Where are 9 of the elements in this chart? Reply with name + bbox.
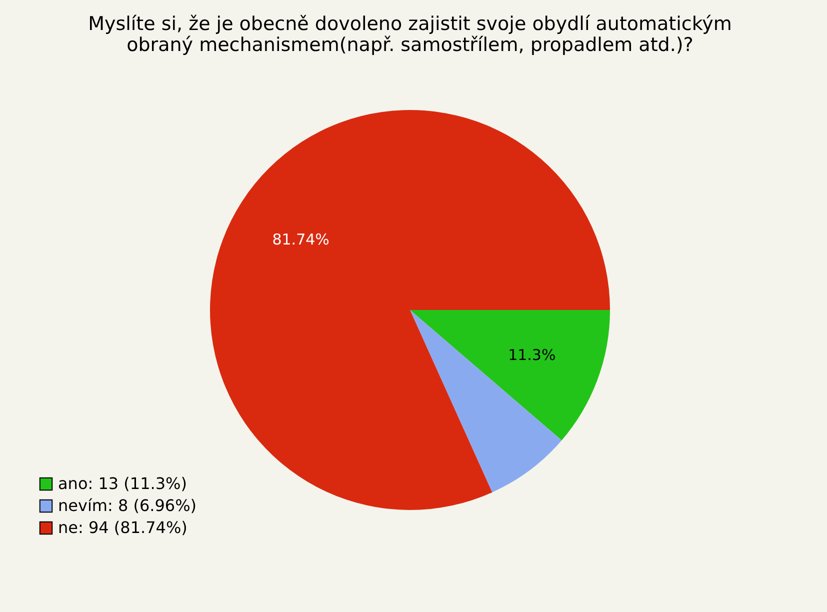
legend-label: nevím: 8 (6.96%) (58, 496, 197, 515)
data-label: 11.3% (508, 346, 556, 364)
pie-slice (410, 310, 562, 492)
legend-label: ano: 13 (11.3%) (58, 474, 187, 493)
chart-title: Myslíte si, že je obecně dovoleno zajistit svoje obydlí automatickým obraný mechanismem(např. samostřílem, propadlem atd.)? (88, 13, 732, 56)
pie-slice (410, 310, 610, 440)
pie-slice (210, 110, 610, 510)
legend-label: ne: 94 (81.74%) (58, 518, 188, 537)
data-label: 81.74% (272, 230, 330, 248)
